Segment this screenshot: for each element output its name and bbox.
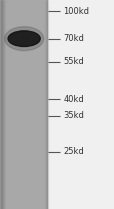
Bar: [0, 0, 48, 209]
Bar: [47, 0, 48, 209]
Bar: [0, 0, 1, 209]
Bar: [45, 0, 46, 209]
Text: 25kd: 25kd: [63, 147, 83, 156]
Bar: [4, 0, 5, 209]
Text: 40kd: 40kd: [63, 95, 83, 104]
Bar: [2, 0, 3, 209]
Text: 55kd: 55kd: [63, 57, 83, 66]
Ellipse shape: [8, 31, 40, 47]
Text: 70kd: 70kd: [63, 34, 83, 43]
Bar: [1, 0, 2, 209]
Bar: [46, 0, 47, 209]
Text: 100kd: 100kd: [63, 7, 88, 16]
Ellipse shape: [5, 27, 43, 51]
Text: 35kd: 35kd: [63, 111, 83, 121]
Bar: [3, 0, 4, 209]
